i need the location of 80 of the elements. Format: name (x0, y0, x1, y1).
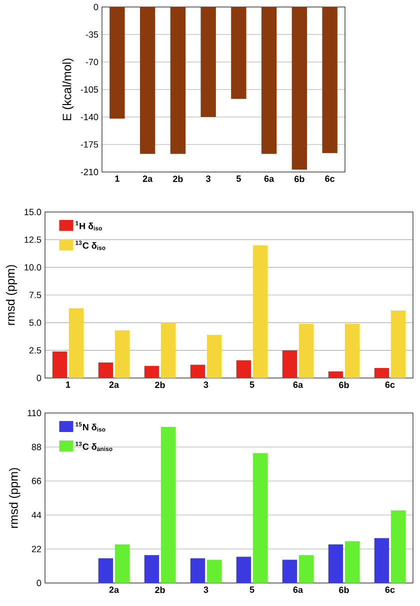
bar (144, 555, 160, 583)
bar (344, 541, 360, 583)
bar (298, 555, 314, 583)
x-tick-label: 1 (66, 382, 70, 388)
bar (344, 324, 360, 378)
y-axis-title: rmsd (ppm) (6, 265, 18, 325)
y-tick-label: 0 (36, 374, 42, 382)
y-tick-label: 7.5 (29, 292, 42, 298)
x-tick-label: 3 (204, 586, 208, 593)
x-tick-label: 2b (155, 586, 165, 594)
y-tick-label: 15.0 (24, 208, 42, 216)
bar (98, 362, 114, 378)
bar (390, 310, 406, 378)
x-tick-label: 6b (294, 176, 304, 182)
y-tick-label: 10.0 (24, 264, 42, 271)
x-tick-label: 2a (142, 176, 153, 182)
legend-label: $^{13}$C δ$_{iso}$ (76, 240, 106, 250)
x-tick-label: 5 (250, 382, 254, 388)
x-tick-label: 5 (236, 176, 241, 182)
y-tick-label: 88 (32, 444, 42, 450)
legend-label: $^{1}$H δ$_{iso}$ (76, 221, 102, 230)
bar (282, 350, 298, 378)
y-tick-label: -35 (86, 31, 98, 38)
bar (144, 366, 160, 378)
y-tick-label: 66 (32, 478, 42, 484)
y-tick-label: -140 (80, 114, 98, 120)
bar (236, 556, 252, 583)
bar (160, 322, 176, 378)
x-tick-label: 6a (293, 586, 304, 593)
x-tick-label: 6a (264, 176, 274, 182)
bar (236, 360, 252, 378)
y-tick-label: 110 (28, 410, 42, 416)
bar (190, 558, 206, 583)
x-tick-label: 3 (206, 176, 210, 182)
x-tick-label: 2b (172, 176, 183, 182)
x-tick-label: 2a (109, 382, 120, 388)
bar (252, 245, 268, 378)
bar (374, 368, 390, 378)
bar (328, 371, 344, 378)
bar (390, 510, 406, 583)
bar (252, 453, 268, 583)
x-tick-label: 6c (385, 586, 395, 593)
y-tick-label: -70 (86, 58, 98, 66)
bar (328, 544, 344, 583)
x-tick-label: 5 (250, 586, 254, 593)
bar (206, 334, 222, 378)
x-tick-label: 3 (204, 382, 208, 388)
x-tick-label: 2b (155, 382, 165, 388)
bar (190, 364, 206, 378)
y-tick-label: 22 (32, 546, 42, 552)
bar (298, 324, 314, 378)
x-tick-label: 6b (339, 586, 349, 594)
bar (98, 558, 114, 583)
bar (206, 560, 222, 583)
y-tick-label: -175 (80, 141, 98, 148)
y-tick-label: 12.5 (24, 236, 42, 243)
bar (68, 308, 84, 378)
bar (114, 544, 130, 583)
x-tick-label: 2a (109, 586, 120, 593)
y-tick-label: 5.0 (29, 319, 42, 326)
y-tick-label: 0 (94, 4, 98, 10)
bar (52, 351, 68, 378)
legend-label: $^{13}$C δ$_{aniso}$ (76, 442, 112, 452)
y-tick-label: -210 (80, 168, 98, 176)
x-tick-label: 6c (385, 382, 395, 388)
x-tick-label: 6a (293, 382, 304, 388)
bar (114, 330, 130, 378)
y-axis-title: rmsd (ppm) (9, 468, 20, 528)
x-tick-label: 1 (115, 176, 120, 182)
y-tick-label: 2.5 (29, 347, 42, 354)
bar (282, 560, 298, 583)
bar (374, 538, 390, 583)
y-tick-label: 0 (36, 580, 42, 586)
y-axis-title: E (kcal/mol) (62, 58, 74, 120)
legend-label: $^{15}$N δ$_{iso}$ (76, 422, 106, 432)
x-tick-label: 6b (339, 382, 349, 388)
y-tick-label: 44 (32, 512, 42, 518)
x-tick-label: 6c (325, 176, 335, 182)
bar (160, 426, 176, 583)
y-tick-label: -105 (80, 86, 98, 93)
